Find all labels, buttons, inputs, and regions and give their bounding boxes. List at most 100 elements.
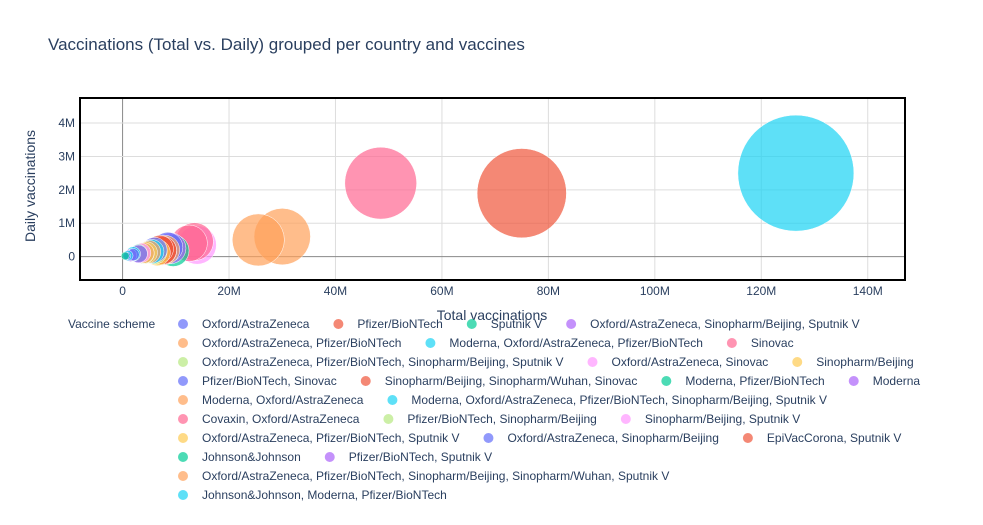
legend-item[interactable]: Moderna, Oxford/AstraZeneca, Pfizer/BioN…: [387, 393, 827, 407]
bubble-point[interactable]: [344, 146, 417, 220]
bubble-point[interactable]: [737, 114, 855, 232]
legend-marker: [178, 319, 188, 329]
legend-marker: [792, 357, 803, 367]
legend-marker: [383, 414, 394, 424]
legend-marker: [178, 357, 188, 367]
legend-label: Johnson&Johnson: [202, 450, 301, 464]
axes: 0 20M 40M 60M 80M 100M 120M 140M 0 1M 2M 3M 4M: [58, 97, 906, 298]
legend-marker: [742, 433, 753, 443]
legend-item[interactable]: Johnson&Johnson, Moderna, Pfizer/BioNTec…: [178, 488, 447, 502]
x-axis-label: Total vaccinations: [437, 307, 548, 323]
legend-label: Oxford/AstraZeneca, Sinopharm/Beijing, S…: [590, 317, 859, 331]
legend-item[interactable]: Sinopharm/Beijing: [792, 355, 914, 369]
legend-marker: [466, 319, 477, 329]
legend-label: Moderna, Oxford/AstraZeneca, Pfizer/BioN…: [449, 336, 702, 350]
legend-label: Oxford/AstraZeneca, Pfizer/BioNTech, Spu…: [202, 431, 459, 445]
legend-label: Oxford/AstraZeneca, Pfizer/BioNTech, Sin…: [202, 469, 669, 483]
x-tick-label: 120M: [746, 284, 776, 298]
legend-label: Sputnik V: [491, 317, 542, 331]
legend-label: Oxford/AstraZeneca, Pfizer/BioNTech: [202, 336, 401, 350]
x-tick-label: 140M: [853, 284, 883, 298]
bubble-point[interactable]: [476, 148, 567, 239]
legend-item[interactable]: EpiVacCorona, Sputnik V: [742, 431, 902, 445]
legend-marker: [178, 395, 188, 405]
legend-label: Oxford/AstraZeneca: [202, 317, 310, 331]
legend-label: Sinopharm/Beijing, Sputnik V: [645, 412, 800, 426]
legend-marker: [661, 376, 672, 386]
legend-item[interactable]: Sinopharm/Beijing, Sputnik V: [620, 412, 800, 426]
legend-label: Moderna: [873, 374, 921, 388]
legend-marker: [178, 414, 188, 424]
legend-marker: [620, 414, 631, 424]
legend-marker: [178, 490, 188, 500]
legend-title: Vaccine scheme: [68, 317, 155, 331]
legend-item[interactable]: Oxford/AstraZeneca, Pfizer/BioNTech, Spu…: [178, 431, 459, 445]
legend-item[interactable]: Oxford/AstraZeneca, Pfizer/BioNTech: [178, 336, 401, 350]
legend-item[interactable]: Pfizer/BioNTech, Sputnik V: [324, 450, 492, 464]
x-tick-label: 80M: [537, 284, 560, 298]
legend-label: Pfizer/BioNTech, Sinopharm/Beijing: [407, 412, 596, 426]
y-tick-label: 0: [68, 250, 75, 264]
legend-marker: [848, 376, 859, 386]
legend-item[interactable]: Moderna, Pfizer/BioNTech: [661, 374, 825, 388]
legend-label: Oxford/AstraZeneca, Sinovac: [612, 355, 769, 369]
legend-item[interactable]: Sinovac: [726, 336, 794, 350]
legend-label: Moderna, Oxford/AstraZeneca, Pfizer/BioN…: [411, 393, 827, 407]
legend-marker: [178, 433, 188, 443]
legend-item[interactable]: Sputnik V: [466, 317, 542, 331]
bubble-point[interactable]: [232, 213, 285, 267]
legend-item[interactable]: Pfizer/BioNTech: [333, 317, 443, 331]
legend-marker: [178, 338, 188, 348]
legend-marker: [387, 395, 398, 405]
legend-label: Oxford/AstraZeneca, Pfizer/BioNTech, Sin…: [202, 355, 564, 369]
bubble-point[interactable]: [120, 251, 130, 261]
legend-label: EpiVacCorona, Sputnik V: [767, 431, 902, 445]
legend-item[interactable]: Oxford/AstraZeneca, Sinopharm/Beijing: [483, 431, 719, 445]
legend-item[interactable]: Sinopharm/Beijing, Sinopharm/Wuhan, Sino…: [360, 374, 638, 388]
plot-frame: [79, 97, 906, 281]
legend-item[interactable]: Oxford/AstraZeneca, Pfizer/BioNTech, Sin…: [178, 469, 669, 483]
legend-marker: [324, 452, 335, 462]
legend-item[interactable]: Johnson&Johnson: [178, 450, 301, 464]
legend: Oxford/AstraZeneca Pfizer/BioNTech Sputnik…: [178, 317, 920, 502]
legend-label: Johnson&Johnson, Moderna, Pfizer/BioNTec…: [202, 488, 447, 502]
plot-area: [80, 98, 905, 280]
legend-label: Sinopharm/Beijing: [816, 355, 913, 369]
x-tick-label: 100M: [640, 284, 670, 298]
legend-item[interactable]: Pfizer/BioNTech, Sinovac: [178, 374, 337, 388]
legend-item[interactable]: Covaxin, Oxford/AstraZeneca: [178, 412, 360, 426]
x-tick-label: 20M: [217, 284, 240, 298]
legend-item[interactable]: Oxford/AstraZeneca, Pfizer/BioNTech, Sin…: [178, 355, 564, 369]
x-tick-label: 40M: [324, 284, 347, 298]
legend-item[interactable]: Moderna, Oxford/AstraZeneca, Pfizer/BioN…: [425, 336, 703, 350]
legend-item[interactable]: Oxford/AstraZeneca: [178, 317, 310, 331]
legend-label: Pfizer/BioNTech, Sputnik V: [349, 450, 492, 464]
legend-marker: [726, 338, 737, 348]
legend-marker: [333, 319, 344, 329]
legend-label: Pfizer/BioNTech, Sinovac: [202, 374, 337, 388]
legend-item[interactable]: Moderna: [848, 374, 921, 388]
x-tick-label: 60M: [430, 284, 453, 298]
y-tick-label: 2M: [58, 183, 75, 197]
legend-label: Sinovac: [751, 336, 794, 350]
y-tick-label: 3M: [58, 149, 75, 163]
legend-item[interactable]: Oxford/AstraZeneca, Sinovac: [587, 355, 769, 369]
y-tick-label: 4M: [58, 116, 75, 130]
legend-item[interactable]: Oxford/AstraZeneca, Sinopharm/Beijing, S…: [566, 317, 860, 331]
legend-item[interactable]: Pfizer/BioNTech, Sinopharm/Beijing: [383, 412, 597, 426]
x-tick-label: 0: [119, 284, 126, 298]
legend-marker: [425, 338, 436, 348]
legend-label: Oxford/AstraZeneca, Sinopharm/Beijing: [507, 431, 718, 445]
legend-marker: [483, 433, 494, 443]
legend-marker: [360, 376, 371, 386]
legend-label: Moderna, Pfizer/BioNTech: [685, 374, 824, 388]
legend-marker: [178, 471, 188, 481]
legend-marker: [587, 357, 598, 367]
legend-marker: [178, 452, 188, 462]
legend-label: Sinopharm/Beijing, Sinopharm/Wuhan, Sino…: [385, 374, 638, 388]
legend-marker: [178, 376, 188, 386]
legend-marker: [566, 319, 577, 329]
legend-item[interactable]: Moderna, Oxford/AstraZeneca: [178, 393, 364, 407]
legend-label: Pfizer/BioNTech: [357, 317, 442, 331]
